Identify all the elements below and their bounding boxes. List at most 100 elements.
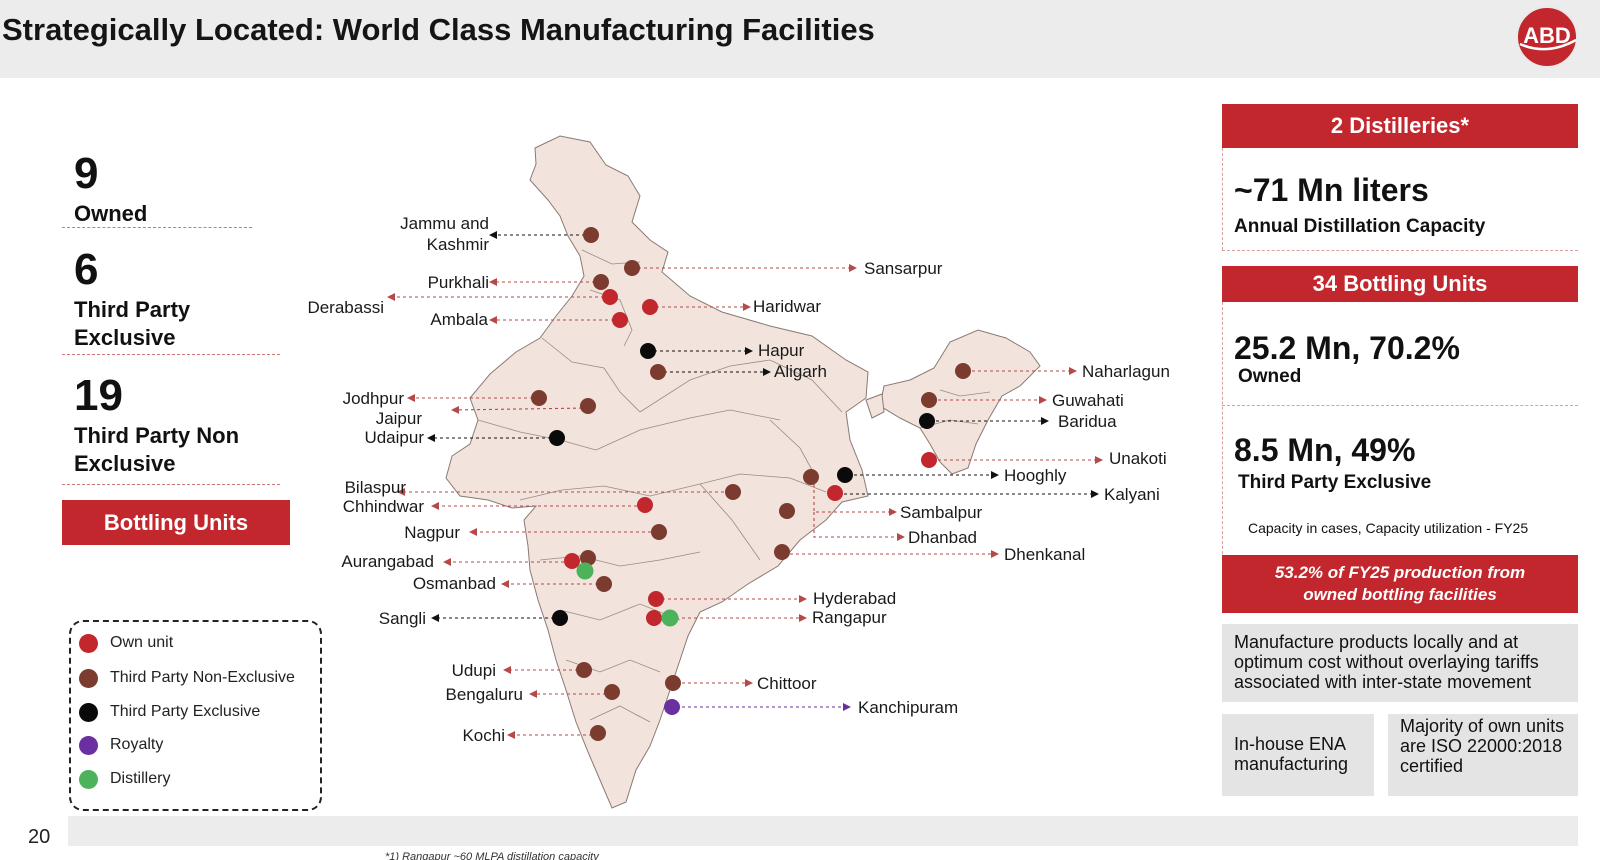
label-dhenkanal: Dhenkanal bbox=[1004, 545, 1085, 564]
footnote: *1) Rangapur ~60 MLPA distillation capac… bbox=[385, 851, 599, 860]
owned-capacity-label: Owned bbox=[1238, 366, 1302, 387]
marker-ambala bbox=[612, 312, 628, 328]
label-bilaspur: Bilaspur bbox=[345, 478, 407, 497]
distilleries-header: 2 Distilleries* bbox=[1222, 104, 1578, 148]
stat-tpne-number: 19 bbox=[74, 371, 123, 420]
label-kashmir: Kashmir bbox=[427, 235, 490, 254]
divider bbox=[62, 484, 280, 485]
marker-dhenkanal bbox=[774, 544, 790, 560]
marker-unakoti bbox=[921, 452, 937, 468]
label-guwahati: Guwahati bbox=[1052, 391, 1124, 410]
marker-kalyani bbox=[827, 485, 843, 501]
marker-dhanbad bbox=[779, 503, 795, 519]
state-boundaries bbox=[477, 249, 991, 723]
marker-purkhali bbox=[593, 274, 609, 290]
marker-jammu-kashmir bbox=[583, 227, 599, 243]
marker-bengaluru bbox=[604, 684, 620, 700]
label-baridua: Baridua bbox=[1058, 412, 1117, 431]
stat-tpe-number: 6 bbox=[74, 245, 99, 294]
label-aurangabad: Aurangabad bbox=[341, 552, 434, 571]
label-kochi: Kochi bbox=[462, 726, 505, 745]
production-note: 53.2% of FY25 production from owned bott… bbox=[1222, 555, 1578, 613]
marker-bilaspur bbox=[725, 484, 741, 500]
divider bbox=[1222, 302, 1223, 554]
marker-chhindwar bbox=[637, 497, 653, 513]
distillation-capacity-label: Annual Distillation Capacity bbox=[1234, 216, 1486, 237]
legend-label: Distillery bbox=[110, 770, 171, 787]
stat-owned-number: 9 bbox=[74, 149, 99, 198]
marker-hooghly bbox=[837, 467, 853, 483]
label-jodhpur: Jodhpur bbox=[343, 389, 405, 408]
label-jaipur: Jaipur bbox=[376, 409, 423, 428]
marker-rangapur-distillery bbox=[661, 609, 679, 627]
marker-kochi bbox=[590, 725, 606, 741]
label-sambalpur: Sambalpur bbox=[900, 503, 983, 522]
marker-udaipur bbox=[549, 430, 565, 446]
northeast-connector-shape bbox=[865, 393, 885, 419]
marker-naharlagun bbox=[955, 363, 971, 379]
header-bar bbox=[0, 0, 1600, 78]
marker-baridua bbox=[919, 413, 935, 429]
label-hooghly: Hooghly bbox=[1004, 466, 1067, 485]
label-nagpur: Nagpur bbox=[404, 523, 460, 542]
map-legend: Own unit Third Party Non-Exclusive Third… bbox=[69, 620, 322, 811]
marker-aurangabad-own bbox=[564, 553, 580, 569]
label-purkhali: Purkhali bbox=[428, 273, 489, 292]
legend-label: Third Party Exclusive bbox=[110, 703, 261, 720]
divider bbox=[1222, 148, 1223, 250]
abd-logo: ABD bbox=[1516, 6, 1578, 68]
page-title: Strategically Located: World Class Manuf… bbox=[2, 12, 875, 47]
footer-bar bbox=[68, 816, 1578, 846]
label-udaipur: Udaipur bbox=[364, 428, 424, 447]
third-party-non-exclusive-dot-icon bbox=[79, 668, 98, 688]
marker-nagpur bbox=[651, 524, 667, 540]
facility-markers bbox=[531, 227, 971, 741]
legend-third-party-exclusive: Third Party Exclusive bbox=[79, 701, 260, 723]
marker-sangli bbox=[552, 610, 568, 626]
svg-text:ABD: ABD bbox=[1523, 23, 1571, 48]
third-party-exclusive-dot-icon bbox=[79, 702, 98, 722]
manufacture-note: Manufacture products locally and at opti… bbox=[1222, 624, 1578, 702]
label-kalyani: Kalyani bbox=[1104, 485, 1160, 504]
divider bbox=[1222, 250, 1578, 251]
legend-label: Own unit bbox=[110, 634, 174, 651]
marker-sansarpur bbox=[624, 260, 640, 276]
marker-sambalpur-tpne bbox=[803, 469, 819, 485]
marker-haridwar bbox=[642, 299, 658, 315]
iso-note: Majority of own units are ISO 22000:2018… bbox=[1388, 714, 1578, 796]
label-naharlagun: Naharlagun bbox=[1082, 362, 1170, 381]
bottling-units-header: 34 Bottling Units bbox=[1222, 266, 1578, 302]
divider bbox=[62, 227, 252, 228]
label-aligarh: Aligarh bbox=[774, 362, 827, 381]
label-bengaluru: Bengaluru bbox=[445, 685, 523, 704]
stat-third-party-non-exclusive: 19 Third Party Non Exclusive bbox=[74, 374, 274, 478]
label-rangapur: Rangapur bbox=[812, 608, 887, 627]
label-sansarpur: Sansarpur bbox=[864, 259, 943, 278]
map-leader-lines bbox=[387, 231, 1103, 739]
capacity-note: Capacity in cases, Capacity utilization … bbox=[1248, 520, 1529, 536]
label-hyderabad: Hyderabad bbox=[813, 589, 896, 608]
marker-udupi bbox=[576, 662, 592, 678]
distillery-dot-icon bbox=[79, 769, 98, 789]
marker-osmanbad bbox=[596, 576, 612, 592]
divider bbox=[1222, 405, 1578, 406]
marker-aurangabad-tpne bbox=[580, 550, 596, 566]
tpe-capacity-label: Third Party Exclusive bbox=[1238, 472, 1432, 493]
stat-tpe-label: Third Party Exclusive bbox=[74, 297, 191, 350]
label-haridwar: Haridwar bbox=[753, 297, 821, 316]
marker-chittoor bbox=[665, 675, 681, 691]
marker-aurangabad-distillery bbox=[576, 562, 594, 580]
stat-owned: 9 Owned bbox=[74, 152, 147, 228]
stat-third-party-exclusive: 6 Third Party Exclusive bbox=[74, 248, 274, 352]
marker-hapur bbox=[640, 343, 656, 359]
marker-jaipur bbox=[580, 398, 596, 414]
india-northeast-shape bbox=[879, 329, 1041, 475]
marker-aligarh bbox=[650, 364, 666, 380]
divider bbox=[62, 354, 280, 355]
label-chhindwar: Chhindwar bbox=[343, 497, 425, 516]
own-unit-dot-icon bbox=[79, 633, 98, 653]
label-udupi: Udupi bbox=[452, 661, 496, 680]
bottling-units-button[interactable]: Bottling Units bbox=[62, 500, 290, 545]
label-kanchipuram: Kanchipuram bbox=[858, 698, 958, 717]
